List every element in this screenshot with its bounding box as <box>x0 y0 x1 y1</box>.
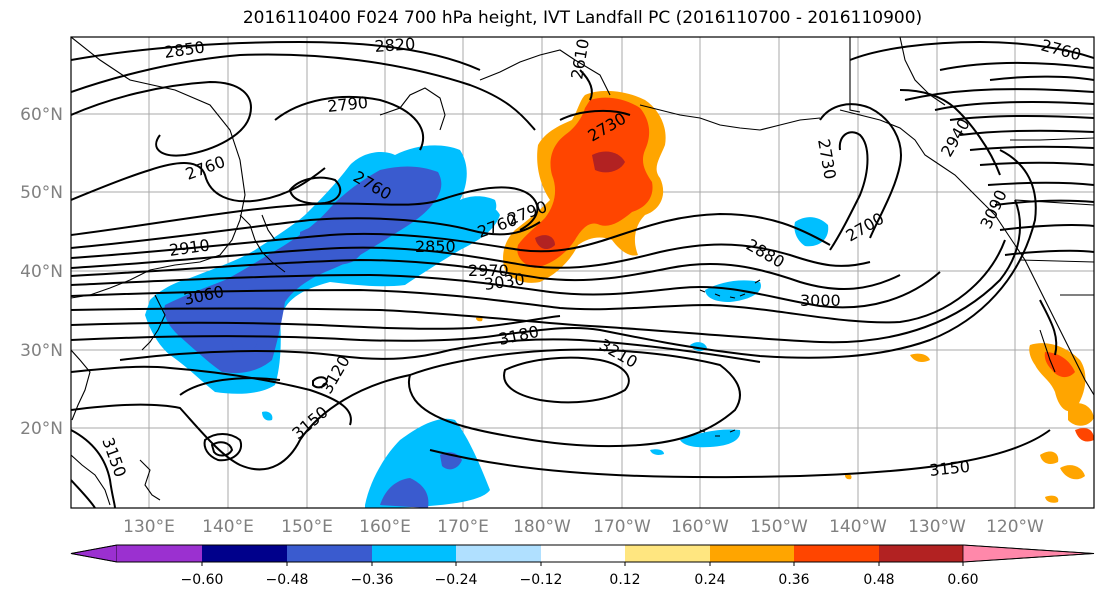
contour-label: 2790 <box>326 93 368 116</box>
colorbar-tick-label: 0.60 <box>947 572 978 588</box>
latitude-label: 30°N <box>20 341 63 361</box>
latitude-label: 20°N <box>20 419 63 439</box>
height-contours <box>71 40 1094 508</box>
colorbar-segment <box>117 545 202 562</box>
latitude-labels: 60°N 50°N 40°N 30°N 20°N <box>20 105 63 439</box>
longitude-label: 160°E <box>359 517 411 537</box>
map-title: 2016110400 F024 700 hPa height, IVT Land… <box>242 8 923 28</box>
colorbar-extend-high <box>962 544 1095 563</box>
colorbar-segment <box>372 545 456 562</box>
latitude-label: 40°N <box>20 262 63 282</box>
colorbar-tick-label: 0.12 <box>609 572 640 588</box>
colorbar-segment <box>625 545 710 562</box>
colorbar-tick-label: 0.36 <box>778 572 809 588</box>
longitude-label: 130°E <box>123 517 175 537</box>
colorbar-segment <box>879 545 963 562</box>
colorbar-tick-label: 0.48 <box>863 572 894 588</box>
latitude-label: 50°N <box>20 183 63 203</box>
colorbar: −0.60 −0.48 −0.36 −0.24 −0.12 0.12 0.24 0.36 0.4… <box>70 544 1095 588</box>
ivt-positive-field <box>476 90 1094 503</box>
colorbar-segment <box>794 545 879 562</box>
colorbar-extend-low <box>70 544 118 563</box>
colorbar-tick-label: −0.60 <box>181 572 224 588</box>
colorbar-segment <box>456 545 541 562</box>
longitude-label: 180°W <box>513 517 571 537</box>
longitude-label: 170°W <box>593 517 651 537</box>
contour-label: 2820 <box>374 34 416 56</box>
longitude-label: 130°W <box>908 517 966 537</box>
coastlines <box>71 37 1094 506</box>
colorbar-segment <box>287 545 372 562</box>
longitude-labels: 130°E 140°E 150°E 160°E 170°E 180°W 170°W 160°W… <box>123 517 1044 537</box>
colorbar-outline <box>70 544 1095 563</box>
longitude-label: 160°W <box>671 517 729 537</box>
colorbar-segment <box>710 545 794 562</box>
colorbar-tick-label: −0.36 <box>351 572 394 588</box>
colorbar-segment <box>541 545 625 562</box>
map-frame <box>70 36 1095 509</box>
contour-label: 3150 <box>928 457 970 480</box>
colorbar-tick-label: −0.48 <box>266 572 309 588</box>
longitude-label: 150°E <box>281 517 333 537</box>
contour-label: 2850 <box>415 237 456 256</box>
longitude-label: 140°W <box>829 517 887 537</box>
longitude-label: 140°E <box>202 517 254 537</box>
longitude-label: 150°W <box>750 517 808 537</box>
longitude-label: 120°W <box>986 517 1044 537</box>
colorbar-tick-label: 0.24 <box>694 572 725 588</box>
latitude-label: 60°N <box>20 105 63 125</box>
colorbar-tick-label: −0.12 <box>520 572 563 588</box>
contour-label: 2970 <box>468 261 509 280</box>
colorbar-tick-label: −0.24 <box>435 572 478 588</box>
contour-label: 3000 <box>800 291 841 310</box>
colorbar-segment <box>202 545 287 562</box>
longitude-label: 170°E <box>437 517 489 537</box>
